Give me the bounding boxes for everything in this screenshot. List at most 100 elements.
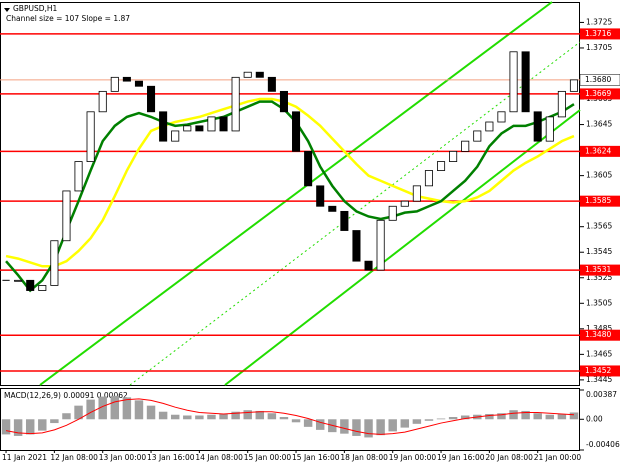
- macd-signal: [5, 398, 574, 435]
- y-tick-label: 1.3445: [586, 375, 612, 384]
- candle: [521, 51, 530, 113]
- symbol-marker: [4, 8, 10, 12]
- macd-bar: [352, 419, 361, 436]
- macd-bar: [557, 413, 567, 420]
- level-label: 1.3585: [585, 196, 611, 205]
- level-box: [580, 329, 620, 341]
- candle: [437, 161, 446, 171]
- macd-bar: [424, 419, 434, 421]
- candle: [231, 76, 240, 132]
- candle: [328, 205, 337, 212]
- candle: [134, 80, 143, 87]
- x-tick-label: 13 Jan 16:00: [147, 453, 195, 462]
- level-box: [580, 195, 620, 207]
- macd-bar: [521, 410, 530, 420]
- main-frame: [0, 2, 580, 386]
- candle: [292, 111, 301, 152]
- macd-bar: [412, 419, 422, 424]
- macd-bar: [533, 413, 542, 420]
- macd-bar: [38, 419, 47, 431]
- candle: [171, 130, 180, 142]
- candle: [497, 111, 506, 123]
- x-tick-label: 12 Jan 08:00: [50, 453, 98, 462]
- y-tick-label: 1.3465: [586, 349, 612, 358]
- x-tick-label: 19 Jan 00:00: [389, 453, 437, 462]
- x-tick-label: 14 Jan 08:00: [195, 453, 243, 462]
- macd-bar: [170, 414, 180, 420]
- candle: [98, 90, 107, 113]
- macd-bar: [86, 399, 95, 420]
- macd-bar: [74, 405, 83, 420]
- candle: [557, 90, 566, 118]
- macd-bar: [98, 396, 107, 420]
- y-tick-label: 1.3525: [586, 273, 612, 282]
- macd-bar: [436, 418, 446, 420]
- macd-bar: [279, 417, 289, 420]
- channel-lower: [224, 109, 581, 386]
- macd-bar: [545, 414, 555, 420]
- macd-bar: [110, 395, 120, 420]
- macd-bar: [340, 419, 349, 434]
- candle: [219, 116, 228, 132]
- candle: [545, 116, 554, 142]
- candle: [449, 150, 458, 162]
- x-tick-label: 11 Jan 2021: [2, 453, 47, 462]
- candle: [569, 79, 578, 92]
- level-label: 1.3669: [585, 89, 611, 98]
- macd-bar: [62, 413, 71, 420]
- candle: [304, 150, 313, 187]
- level-box: [580, 28, 620, 40]
- candle: [86, 111, 95, 162]
- macd-tick-label: 0.00387: [586, 390, 617, 399]
- macd-bar: [231, 411, 240, 420]
- macd-bar: [134, 400, 144, 420]
- y-tick-label: 1.3505: [586, 298, 612, 307]
- level-label: 1.3716: [585, 29, 611, 38]
- x-tick-label: 13 Jan 00:00: [99, 453, 147, 462]
- candle: [38, 285, 47, 291]
- x-tick-label: 20 Jan 08:00: [485, 453, 533, 462]
- candle: [352, 230, 361, 262]
- candle: [74, 161, 83, 192]
- macd-bar: [388, 419, 397, 432]
- level-label: 1.3624: [585, 146, 611, 155]
- candle: [26, 279, 35, 291]
- y-tick-label: 1.3645: [586, 120, 612, 129]
- candle: [122, 76, 131, 82]
- macd-bar: [364, 419, 373, 438]
- macd-title: MACD(12,26,9) 0.00091 0.00062: [4, 391, 128, 400]
- candle: [50, 240, 59, 286]
- candle: [533, 111, 542, 142]
- moving-average: [5, 100, 575, 293]
- macd-bar: [291, 419, 301, 423]
- macd-bar: [569, 412, 579, 420]
- candle: [364, 260, 373, 271]
- y-tick-label: 1.3725: [586, 17, 612, 26]
- candle: [14, 279, 23, 282]
- candle: [485, 121, 494, 132]
- candle: [255, 71, 264, 78]
- y-tick-label: 1.3565: [586, 222, 612, 231]
- macd-bar: [255, 410, 265, 420]
- y-tick-label: 1.3485: [586, 324, 612, 333]
- current-price-box: [579, 74, 620, 86]
- candle: [509, 51, 518, 113]
- macd-bar: [303, 419, 313, 427]
- macd-bar: [509, 410, 518, 420]
- macd-bar: [1, 419, 11, 435]
- macd-bar: [400, 419, 410, 428]
- macd-bar: [25, 419, 35, 435]
- macd-bar: [267, 413, 277, 420]
- candle: [279, 90, 288, 113]
- macd-bar: [183, 415, 192, 420]
- chart-title: GBPUSD,H1: [13, 4, 58, 13]
- macd-bar: [448, 417, 458, 420]
- channel-mid: [129, 41, 581, 386]
- candle: [195, 125, 204, 132]
- level-label: 1.3480: [585, 330, 611, 339]
- macd-tick-label: 0.00: [586, 414, 603, 423]
- x-tick-label: 19 Jan 16:00: [437, 453, 485, 462]
- moving-average: [5, 97, 575, 268]
- macd-bar: [243, 410, 252, 420]
